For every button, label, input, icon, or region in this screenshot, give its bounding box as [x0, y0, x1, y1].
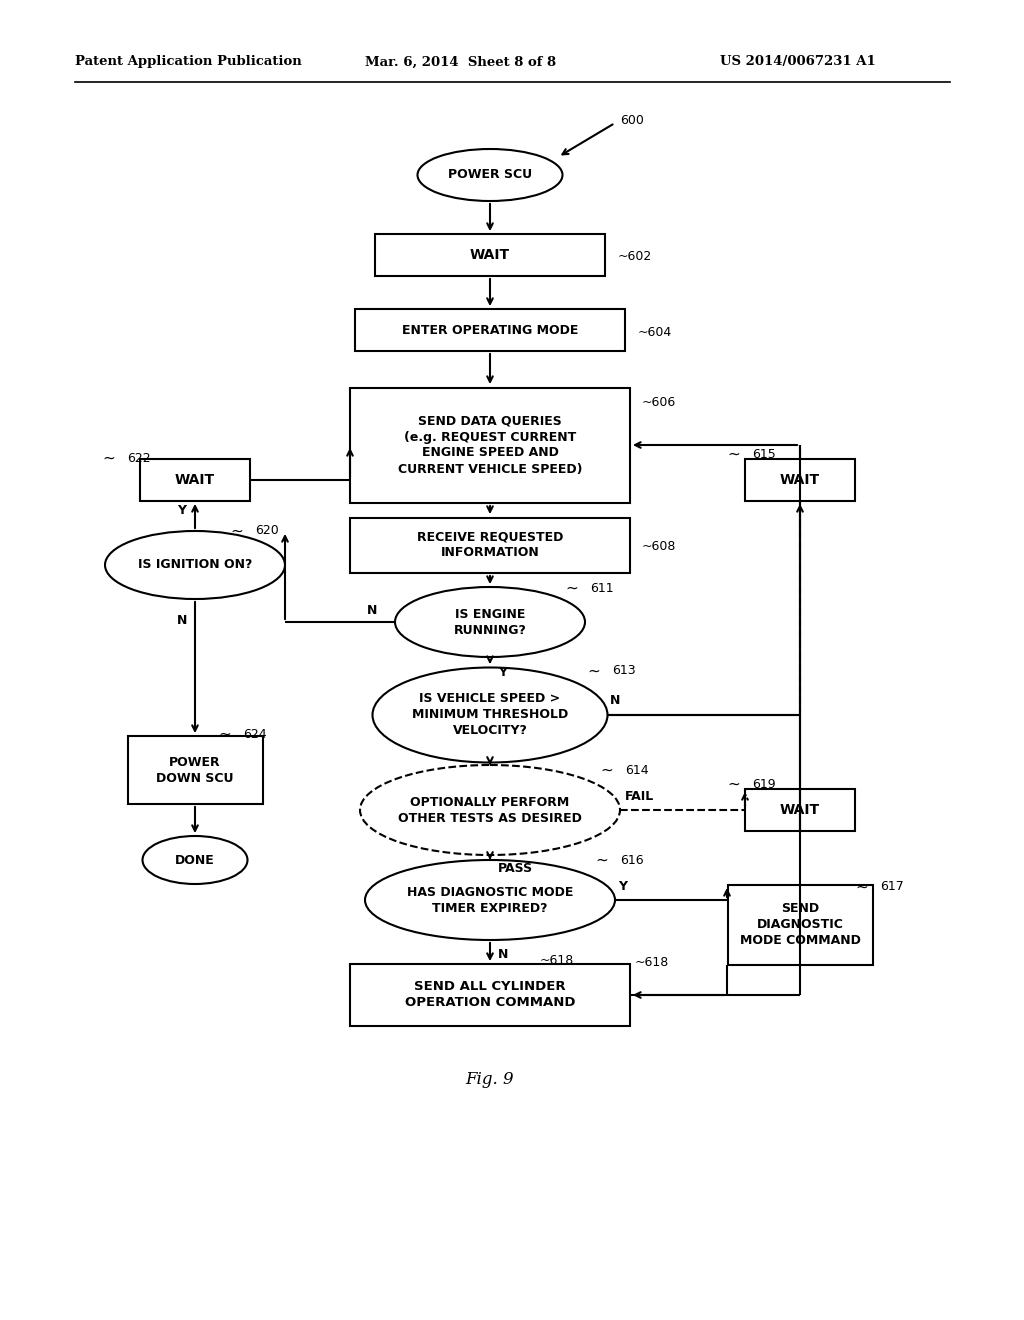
- Text: Y: Y: [618, 879, 627, 892]
- Text: SEND DATA QUERIES
(e.g. REQUEST CURRENT
ENGINE SPEED AND
CURRENT VEHICLE SPEED): SEND DATA QUERIES (e.g. REQUEST CURRENT …: [397, 414, 583, 475]
- Text: ~608: ~608: [642, 540, 677, 553]
- Text: WAIT: WAIT: [470, 248, 510, 261]
- Text: 600: 600: [620, 114, 644, 127]
- Text: 624: 624: [243, 727, 266, 741]
- Text: ENTER OPERATING MODE: ENTER OPERATING MODE: [401, 323, 579, 337]
- FancyBboxPatch shape: [350, 517, 630, 573]
- FancyBboxPatch shape: [727, 884, 872, 965]
- Text: SEND
DIAGNOSTIC
MODE COMMAND: SEND DIAGNOSTIC MODE COMMAND: [739, 903, 860, 948]
- Text: 611: 611: [590, 582, 613, 594]
- Text: FAIL: FAIL: [625, 789, 654, 803]
- Text: 617: 617: [880, 880, 904, 894]
- Text: Y: Y: [177, 503, 186, 516]
- Ellipse shape: [418, 149, 562, 201]
- Text: HAS DIAGNOSTIC MODE
TIMER EXPIRED?: HAS DIAGNOSTIC MODE TIMER EXPIRED?: [407, 886, 573, 915]
- Text: ~: ~: [587, 664, 600, 678]
- Text: N: N: [498, 948, 508, 961]
- Text: ~618: ~618: [635, 957, 670, 969]
- Text: PASS: PASS: [498, 862, 534, 874]
- Text: POWER SCU: POWER SCU: [447, 169, 532, 181]
- Text: ~: ~: [727, 446, 740, 462]
- Ellipse shape: [365, 861, 615, 940]
- FancyBboxPatch shape: [128, 737, 262, 804]
- Text: IS IGNITION ON?: IS IGNITION ON?: [138, 558, 252, 572]
- Text: 622: 622: [127, 451, 151, 465]
- Text: 615: 615: [752, 447, 776, 461]
- Ellipse shape: [142, 836, 248, 884]
- Text: 620: 620: [255, 524, 279, 537]
- Text: Patent Application Publication: Patent Application Publication: [75, 55, 302, 69]
- Text: 619: 619: [752, 777, 775, 791]
- FancyBboxPatch shape: [350, 388, 630, 503]
- FancyBboxPatch shape: [355, 309, 625, 351]
- Text: 613: 613: [612, 664, 636, 677]
- FancyBboxPatch shape: [140, 459, 250, 502]
- Text: ~: ~: [102, 450, 115, 466]
- Text: SEND ALL CYLINDER
OPERATION COMMAND: SEND ALL CYLINDER OPERATION COMMAND: [404, 981, 575, 1010]
- FancyBboxPatch shape: [375, 234, 605, 276]
- FancyBboxPatch shape: [350, 964, 630, 1026]
- Text: WAIT: WAIT: [780, 803, 820, 817]
- Text: ~: ~: [230, 524, 243, 539]
- Text: N: N: [177, 614, 187, 627]
- FancyBboxPatch shape: [745, 459, 855, 502]
- Text: US 2014/0067231 A1: US 2014/0067231 A1: [720, 55, 876, 69]
- Text: DONE: DONE: [175, 854, 215, 866]
- Text: RECEIVE REQUESTED
INFORMATION: RECEIVE REQUESTED INFORMATION: [417, 531, 563, 560]
- Text: OPTIONALLY PERFORM
OTHER TESTS AS DESIRED: OPTIONALLY PERFORM OTHER TESTS AS DESIRE…: [398, 796, 582, 825]
- Text: 614: 614: [625, 763, 648, 776]
- Text: ~618: ~618: [540, 953, 574, 966]
- Text: Y: Y: [498, 665, 507, 678]
- Ellipse shape: [373, 668, 607, 763]
- Text: Fig. 9: Fig. 9: [466, 1072, 514, 1089]
- Text: ~604: ~604: [638, 326, 672, 338]
- Ellipse shape: [360, 766, 620, 855]
- Text: 616: 616: [620, 854, 644, 866]
- Ellipse shape: [395, 587, 585, 657]
- Text: ~602: ~602: [618, 251, 652, 264]
- Text: ~: ~: [600, 763, 613, 777]
- Text: ~: ~: [218, 726, 231, 742]
- Text: N: N: [610, 694, 621, 708]
- Text: WAIT: WAIT: [780, 473, 820, 487]
- FancyBboxPatch shape: [745, 789, 855, 832]
- Ellipse shape: [105, 531, 285, 599]
- Text: ~: ~: [727, 776, 740, 792]
- Text: ~: ~: [595, 853, 608, 867]
- Text: ~606: ~606: [642, 396, 676, 409]
- Text: ~: ~: [565, 581, 578, 595]
- Text: IS VEHICLE SPEED >
MINIMUM THRESHOLD
VELOCITY?: IS VEHICLE SPEED > MINIMUM THRESHOLD VEL…: [412, 693, 568, 738]
- Text: IS ENGINE
RUNNING?: IS ENGINE RUNNING?: [454, 607, 526, 636]
- Text: Mar. 6, 2014  Sheet 8 of 8: Mar. 6, 2014 Sheet 8 of 8: [365, 55, 556, 69]
- Text: N: N: [367, 603, 378, 616]
- Text: ~: ~: [855, 879, 868, 895]
- Text: POWER
DOWN SCU: POWER DOWN SCU: [157, 755, 233, 784]
- Text: WAIT: WAIT: [175, 473, 215, 487]
